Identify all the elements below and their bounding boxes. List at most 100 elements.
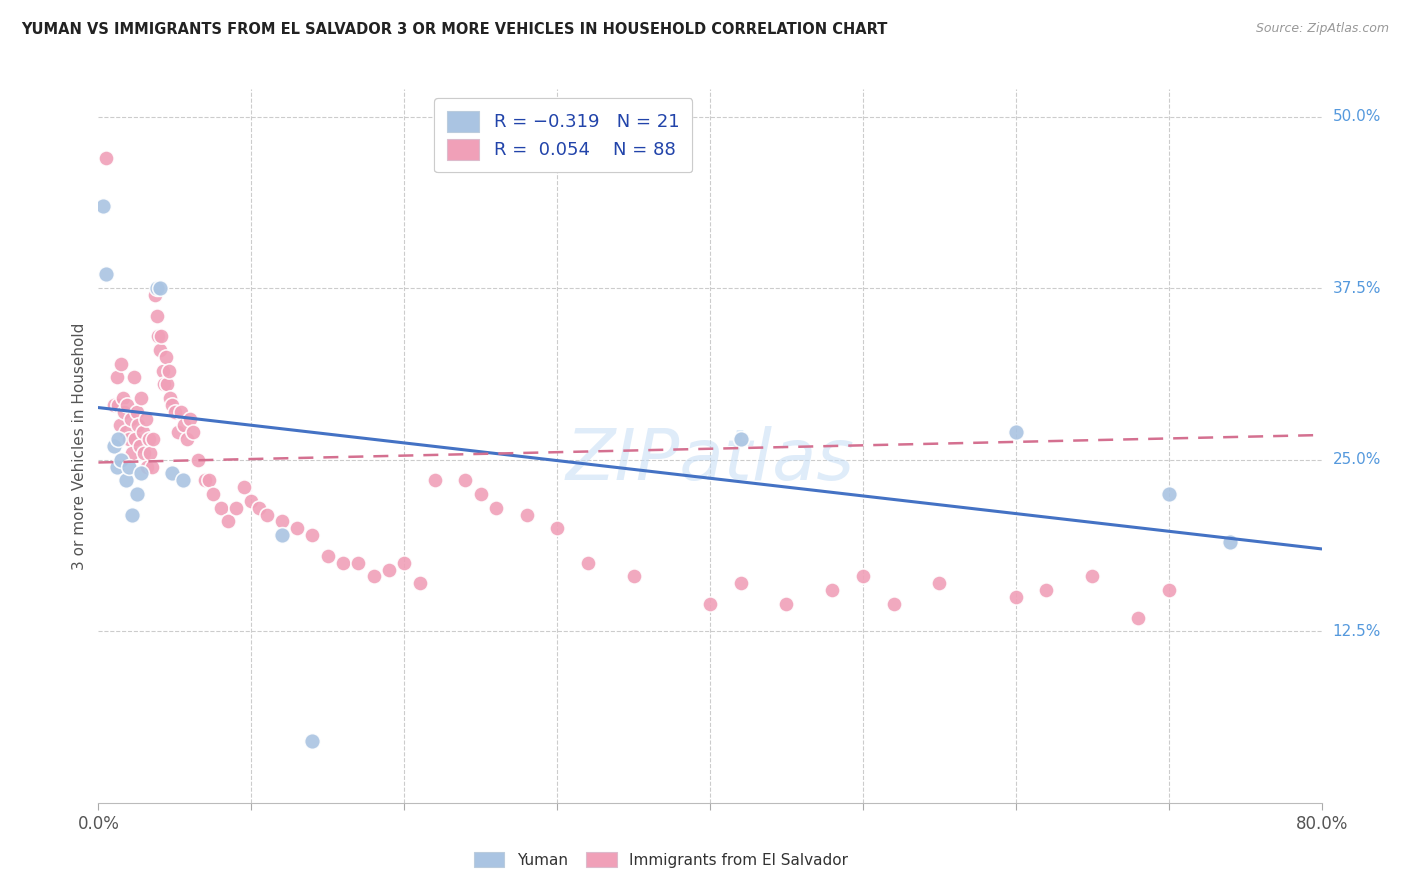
Point xyxy=(240,494,263,508)
Point xyxy=(110,452,132,467)
Point xyxy=(159,391,181,405)
Point xyxy=(118,432,141,446)
Point xyxy=(156,377,179,392)
Point xyxy=(128,439,150,453)
Point xyxy=(1004,425,1026,440)
Point xyxy=(1004,590,1026,604)
Point xyxy=(150,329,173,343)
Point xyxy=(122,370,145,384)
Point xyxy=(163,405,186,419)
Point xyxy=(1157,487,1180,501)
Point xyxy=(103,398,125,412)
Point xyxy=(121,446,143,460)
Point xyxy=(454,473,477,487)
Point xyxy=(145,281,167,295)
Text: 37.5%: 37.5% xyxy=(1333,281,1381,295)
Point xyxy=(155,350,177,364)
Point xyxy=(699,597,721,611)
Point xyxy=(1219,535,1241,549)
Point xyxy=(197,473,219,487)
Text: Source: ZipAtlas.com: Source: ZipAtlas.com xyxy=(1256,22,1389,36)
Point xyxy=(256,508,278,522)
Point xyxy=(129,467,152,481)
Point xyxy=(145,309,167,323)
Point xyxy=(347,556,370,570)
Point xyxy=(115,425,138,440)
Point xyxy=(1128,610,1150,624)
Point xyxy=(170,405,193,419)
Text: 50.0%: 50.0% xyxy=(1333,109,1381,124)
Point xyxy=(194,473,217,487)
Point xyxy=(143,288,166,302)
Point xyxy=(105,370,128,384)
Point xyxy=(883,597,905,611)
Point xyxy=(301,528,323,542)
Point xyxy=(134,446,156,460)
Point xyxy=(127,418,149,433)
Point xyxy=(118,459,141,474)
Point xyxy=(1035,583,1057,598)
Point xyxy=(775,597,797,611)
Text: 12.5%: 12.5% xyxy=(1333,624,1381,639)
Point xyxy=(103,439,125,453)
Text: 25.0%: 25.0% xyxy=(1333,452,1381,467)
Point xyxy=(132,425,155,440)
Point xyxy=(408,576,430,591)
Point xyxy=(516,508,538,522)
Point xyxy=(160,398,183,412)
Point xyxy=(730,432,752,446)
Point xyxy=(105,459,128,474)
Point xyxy=(115,473,138,487)
Point xyxy=(217,515,239,529)
Point xyxy=(120,411,142,425)
Point xyxy=(378,562,401,576)
Text: ZIPatlas: ZIPatlas xyxy=(565,425,855,495)
Point xyxy=(176,432,198,446)
Point xyxy=(153,377,176,392)
Point xyxy=(160,467,183,481)
Point xyxy=(301,734,323,748)
Point xyxy=(91,199,114,213)
Point xyxy=(485,500,508,515)
Y-axis label: 3 or more Vehicles in Household: 3 or more Vehicles in Household xyxy=(72,322,87,570)
Point xyxy=(181,425,204,440)
Point xyxy=(149,281,172,295)
Point xyxy=(225,500,247,515)
Text: YUMAN VS IMMIGRANTS FROM EL SALVADOR 3 OR MORE VEHICLES IN HOUSEHOLD CORRELATION: YUMAN VS IMMIGRANTS FROM EL SALVADOR 3 O… xyxy=(21,22,887,37)
Point xyxy=(172,473,194,487)
Point xyxy=(576,556,599,570)
Point xyxy=(470,487,492,501)
Point xyxy=(152,363,174,377)
Point xyxy=(142,432,165,446)
Point xyxy=(94,268,117,282)
Legend: R = −0.319   N = 21, R =  0.054    N = 88: R = −0.319 N = 21, R = 0.054 N = 88 xyxy=(434,98,692,172)
Point xyxy=(112,405,135,419)
Point xyxy=(852,569,875,583)
Point xyxy=(623,569,645,583)
Point xyxy=(209,500,232,515)
Point xyxy=(1157,583,1180,598)
Point xyxy=(124,432,146,446)
Point xyxy=(121,508,143,522)
Point xyxy=(285,521,308,535)
Point xyxy=(167,425,190,440)
Point xyxy=(730,576,752,591)
Point xyxy=(232,480,254,494)
Point xyxy=(316,549,339,563)
Point xyxy=(392,556,416,570)
Point xyxy=(125,405,148,419)
Point xyxy=(1081,569,1104,583)
Point xyxy=(107,398,129,412)
Point xyxy=(117,398,139,412)
Point xyxy=(270,528,292,542)
Point xyxy=(546,521,568,535)
Point xyxy=(157,363,180,377)
Point xyxy=(202,487,225,501)
Point xyxy=(94,151,117,165)
Point xyxy=(129,391,152,405)
Point xyxy=(149,343,172,357)
Point xyxy=(125,487,148,501)
Point xyxy=(821,583,844,598)
Point xyxy=(332,556,354,570)
Point xyxy=(146,329,169,343)
